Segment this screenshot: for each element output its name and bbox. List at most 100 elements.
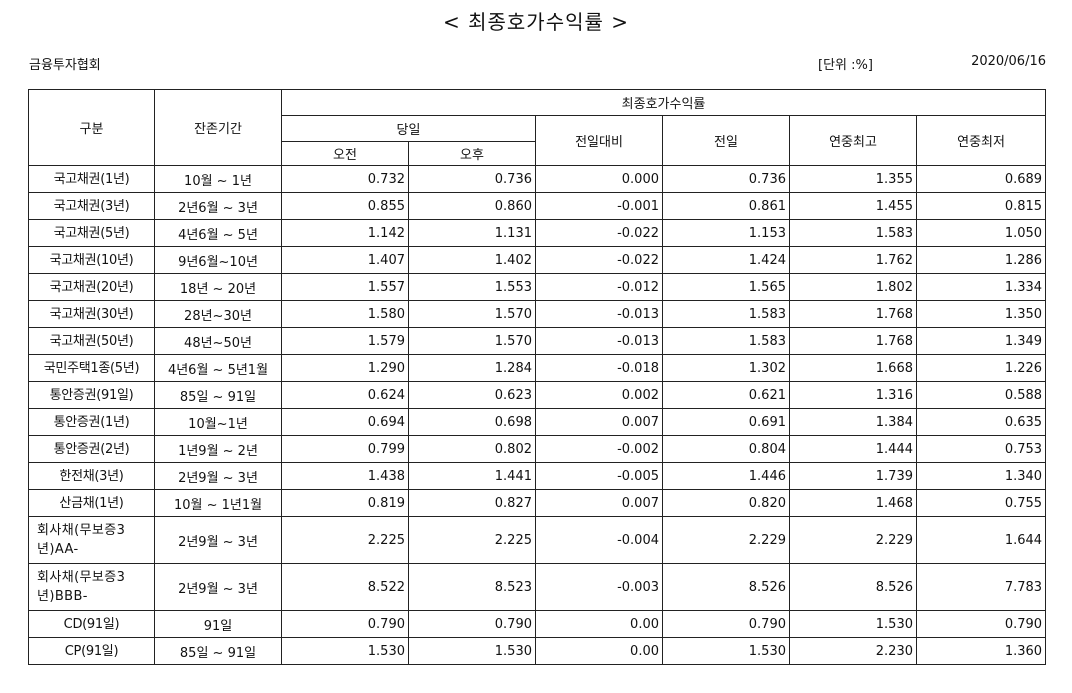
row-pm: 1.441 bbox=[408, 462, 536, 490]
table-row: 통안증권(91일) 85일 ~ 91일 0.624 0.623 0.002 0.… bbox=[28, 381, 1047, 409]
row-prev: 0.790 bbox=[662, 610, 790, 638]
row-pm: 0.827 bbox=[408, 489, 536, 517]
row-name: 국민주택1종(5년) bbox=[28, 354, 155, 382]
organization-label: 금융투자협회 bbox=[29, 58, 101, 73]
row-pm: 1.131 bbox=[408, 219, 536, 247]
row-change: -0.022 bbox=[535, 219, 663, 247]
unit-label: [단위 :%] bbox=[818, 58, 873, 73]
row-low: 1.349 bbox=[915, 327, 1047, 355]
header-year-low: 연중최저 bbox=[915, 115, 1047, 166]
table-row: 국고채권(30년) 28년~30년 1.580 1.570 -0.013 1.5… bbox=[28, 300, 1047, 328]
row-prev: 0.691 bbox=[662, 408, 790, 436]
row-name: 통안증권(1년) bbox=[28, 408, 155, 436]
row-am: 8.522 bbox=[281, 563, 409, 611]
table-row: 국고채권(1년) 10월 ~ 1년 0.732 0.736 0.000 0.73… bbox=[28, 165, 1047, 193]
row-term: 9년6월~10년 bbox=[154, 246, 282, 274]
row-high: 8.526 bbox=[789, 563, 917, 611]
row-term: 10월 ~ 1년 bbox=[154, 165, 282, 193]
row-prev: 0.820 bbox=[662, 489, 790, 517]
table-row: 국고채권(10년) 9년6월~10년 1.407 1.402 -0.022 1.… bbox=[28, 246, 1047, 274]
row-pm: 8.523 bbox=[408, 563, 536, 611]
table-row: 한전채(3년) 2년9월 ~ 3년 1.438 1.441 -0.005 1.4… bbox=[28, 462, 1047, 490]
table-row: 국고채권(50년) 48년~50년 1.579 1.570 -0.013 1.5… bbox=[28, 327, 1047, 355]
header-pm: 오후 bbox=[408, 141, 536, 166]
row-am: 1.530 bbox=[281, 637, 409, 665]
row-low: 1.340 bbox=[915, 462, 1047, 490]
row-low: 0.689 bbox=[915, 165, 1047, 193]
row-high: 1.768 bbox=[789, 300, 917, 328]
row-high: 2.230 bbox=[789, 637, 917, 665]
row-name: 통안증권(2년) bbox=[28, 435, 155, 463]
row-low: 1.226 bbox=[915, 354, 1047, 382]
row-name: CP(91일) bbox=[28, 637, 155, 665]
row-pm: 0.802 bbox=[408, 435, 536, 463]
row-prev: 1.565 bbox=[662, 273, 790, 301]
row-change: -0.013 bbox=[535, 300, 663, 328]
row-prev: 0.736 bbox=[662, 165, 790, 193]
row-high: 1.802 bbox=[789, 273, 917, 301]
row-term: 18년 ~ 20년 bbox=[154, 273, 282, 301]
row-pm: 0.736 bbox=[408, 165, 536, 193]
row-prev: 2.229 bbox=[662, 516, 790, 564]
row-am: 1.579 bbox=[281, 327, 409, 355]
row-low: 1.050 bbox=[915, 219, 1047, 247]
row-pm: 0.698 bbox=[408, 408, 536, 436]
row-term: 4년6월 ~ 5년 bbox=[154, 219, 282, 247]
row-change: 0.00 bbox=[535, 610, 663, 638]
row-term: 91일 bbox=[154, 610, 282, 638]
row-pm: 1.284 bbox=[408, 354, 536, 382]
row-high: 1.355 bbox=[789, 165, 917, 193]
row-change: -0.012 bbox=[535, 273, 663, 301]
row-name: 통안증권(91일) bbox=[28, 381, 155, 409]
row-prev: 0.621 bbox=[662, 381, 790, 409]
row-prev: 1.583 bbox=[662, 327, 790, 355]
row-low: 1.350 bbox=[915, 300, 1047, 328]
header-change: 전일대비 bbox=[535, 115, 663, 166]
row-prev: 1.424 bbox=[662, 246, 790, 274]
row-name: 국고채권(1년) bbox=[28, 165, 155, 193]
row-low: 1.286 bbox=[915, 246, 1047, 274]
row-am: 1.290 bbox=[281, 354, 409, 382]
row-pm: 0.790 bbox=[408, 610, 536, 638]
row-name: 회사채(무보증3년)BBB- bbox=[28, 563, 155, 611]
row-high: 1.316 bbox=[789, 381, 917, 409]
row-prev: 0.861 bbox=[662, 192, 790, 220]
row-pm: 2.225 bbox=[408, 516, 536, 564]
row-name: 산금채(1년) bbox=[28, 489, 155, 517]
row-pm: 1.570 bbox=[408, 327, 536, 355]
row-pm: 1.553 bbox=[408, 273, 536, 301]
row-low: 0.588 bbox=[915, 381, 1047, 409]
row-change: -0.022 bbox=[535, 246, 663, 274]
row-high: 2.229 bbox=[789, 516, 917, 564]
row-change: 0.00 bbox=[535, 637, 663, 665]
row-am: 0.694 bbox=[281, 408, 409, 436]
header-today: 당일 bbox=[281, 115, 536, 142]
row-change: -0.013 bbox=[535, 327, 663, 355]
table-row: 국고채권(20년) 18년 ~ 20년 1.557 1.553 -0.012 1… bbox=[28, 273, 1047, 301]
row-name: 국고채권(30년) bbox=[28, 300, 155, 328]
row-change: -0.003 bbox=[535, 563, 663, 611]
row-name: 국고채권(50년) bbox=[28, 327, 155, 355]
row-high: 1.444 bbox=[789, 435, 917, 463]
row-term: 10월 ~ 1년1월 bbox=[154, 489, 282, 517]
row-pm: 1.402 bbox=[408, 246, 536, 274]
row-am: 1.407 bbox=[281, 246, 409, 274]
row-low: 1.334 bbox=[915, 273, 1047, 301]
date-label: 2020/06/16 bbox=[971, 54, 1046, 69]
row-term: 4년6월 ~ 5년1월 bbox=[154, 354, 282, 382]
row-high: 1.455 bbox=[789, 192, 917, 220]
row-prev: 1.530 bbox=[662, 637, 790, 665]
header-term: 잔존기간 bbox=[154, 89, 282, 166]
row-low: 1.644 bbox=[915, 516, 1047, 564]
row-term: 10월~1년 bbox=[154, 408, 282, 436]
header-year-high: 연중최고 bbox=[789, 115, 917, 166]
header-am: 오전 bbox=[281, 141, 409, 166]
header-prev: 전일 bbox=[662, 115, 790, 166]
row-pm: 0.860 bbox=[408, 192, 536, 220]
row-high: 1.384 bbox=[789, 408, 917, 436]
table-row: 회사채(무보증3년)BBB- 2년9월 ~ 3년 8.522 8.523 -0.… bbox=[28, 563, 1047, 611]
row-low: 0.755 bbox=[915, 489, 1047, 517]
row-change: -0.001 bbox=[535, 192, 663, 220]
row-am: 2.225 bbox=[281, 516, 409, 564]
row-high: 1.468 bbox=[789, 489, 917, 517]
